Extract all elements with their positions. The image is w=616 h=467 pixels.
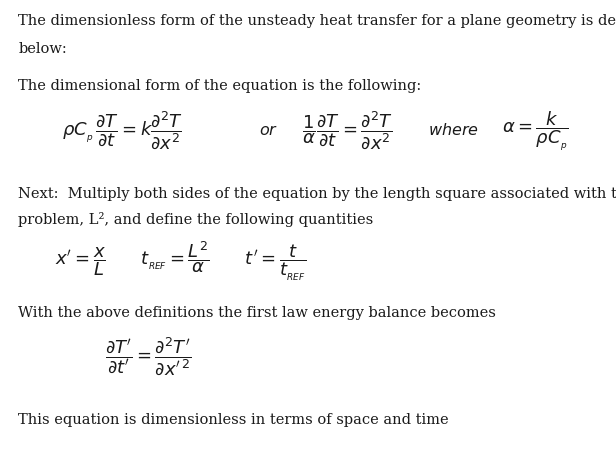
Text: The dimensional form of the equation is the following:: The dimensional form of the equation is … (18, 79, 422, 93)
Text: below:: below: (18, 42, 67, 56)
Text: $or$: $or$ (259, 122, 278, 139)
Text: Next:  Multiply both sides of the equation by the length square associated with : Next: Multiply both sides of the equatio… (18, 187, 616, 201)
Text: This equation is dimensionless in terms of space and time: This equation is dimensionless in terms … (18, 413, 449, 427)
Text: $\dfrac{\partial T^{\prime}}{\partial t^{\prime}} = \dfrac{\partial^2 T^{\prime}: $\dfrac{\partial T^{\prime}}{\partial t^… (105, 336, 192, 378)
Text: $\dfrac{1}{\alpha}\dfrac{\partial T}{\partial t} = \dfrac{\partial^2 T}{\partial: $\dfrac{1}{\alpha}\dfrac{\partial T}{\pa… (302, 110, 393, 152)
Text: $where$: $where$ (428, 122, 479, 139)
Text: With the above definitions the first law energy balance becomes: With the above definitions the first law… (18, 306, 496, 320)
Text: $\alpha = \dfrac{k}{\rho C_{_p}}$: $\alpha = \dfrac{k}{\rho C_{_p}}$ (502, 109, 569, 153)
Text: problem, L², and define the following quantities: problem, L², and define the following qu… (18, 212, 374, 227)
Text: $\rho C_{_p}\,\dfrac{\partial T}{\partial t} = k\dfrac{\partial^2 T}{\partial x^: $\rho C_{_p}\,\dfrac{\partial T}{\partia… (62, 110, 182, 152)
Text: The dimensionless form of the unsteady heat transfer for a plane geometry is der: The dimensionless form of the unsteady h… (18, 14, 616, 28)
Text: $x^{\prime} = \dfrac{x}{L} \quad\quad t_{_{REF}} = \dfrac{L^2}{\alpha} \quad\qua: $x^{\prime} = \dfrac{x}{L} \quad\quad t_… (55, 240, 307, 283)
